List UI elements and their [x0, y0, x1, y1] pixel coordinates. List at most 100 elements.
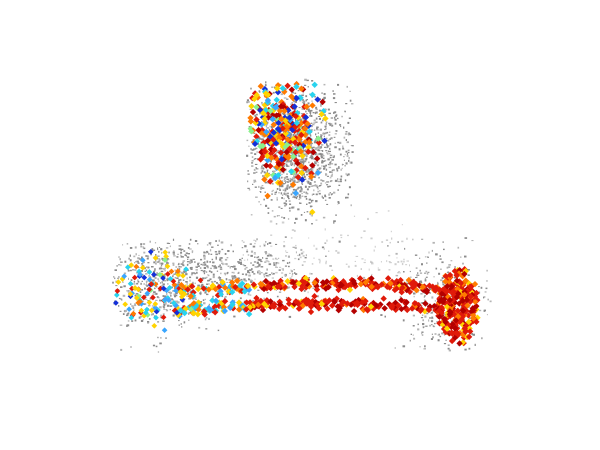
mesh-point	[308, 186, 311, 188]
mesh-point	[276, 262, 280, 265]
mesh-point	[187, 253, 190, 255]
mesh-point	[112, 281, 114, 284]
mesh-point	[162, 313, 165, 315]
mesh-point	[289, 134, 292, 136]
mesh-point	[401, 262, 404, 266]
mesh-point	[244, 280, 247, 283]
mesh-point	[119, 298, 122, 300]
mesh-point	[406, 237, 408, 240]
mesh-point	[214, 265, 216, 267]
mesh-point	[284, 273, 287, 276]
marker	[462, 277, 469, 284]
mesh-point	[305, 160, 307, 163]
mesh-point	[266, 169, 269, 171]
mesh-point	[266, 127, 269, 129]
mesh-point	[310, 199, 314, 202]
mesh-point	[194, 282, 196, 284]
mesh-point	[159, 282, 161, 284]
mesh-point	[325, 142, 327, 144]
marker	[264, 192, 271, 200]
mesh-point	[467, 269, 470, 271]
mesh-point	[346, 196, 349, 199]
mesh-point	[252, 183, 254, 185]
marker	[357, 275, 364, 282]
marker	[442, 278, 449, 285]
mesh-point	[248, 269, 252, 271]
mesh-point	[420, 317, 424, 319]
mesh-point	[289, 163, 292, 166]
mesh-point	[483, 310, 485, 312]
mesh-point	[275, 190, 278, 192]
mesh-point	[423, 296, 425, 298]
mesh-point	[144, 270, 146, 272]
mesh-point	[163, 305, 165, 308]
mesh-point	[265, 81, 267, 84]
mesh-point	[265, 272, 268, 274]
mesh-point	[129, 247, 133, 249]
mesh-point	[212, 265, 215, 267]
mesh-point	[290, 237, 293, 239]
marker	[368, 278, 375, 286]
marker	[152, 255, 159, 261]
mesh-point	[157, 351, 160, 353]
marker	[318, 300, 325, 308]
mesh-point	[134, 319, 137, 322]
mesh-point	[139, 289, 142, 291]
mesh-point	[316, 127, 318, 130]
mesh-point	[348, 157, 350, 160]
mesh-point	[278, 206, 281, 208]
mesh-point	[184, 271, 187, 273]
mesh-point	[258, 271, 261, 274]
marker	[122, 301, 129, 308]
mesh-point	[134, 294, 137, 297]
mesh-point	[330, 180, 332, 183]
mesh-point	[332, 97, 336, 100]
mesh-point	[298, 198, 301, 200]
marker	[178, 281, 185, 288]
mesh-point	[460, 256, 462, 258]
mesh-point	[266, 123, 268, 126]
mesh-point	[163, 295, 167, 297]
mesh-point	[286, 184, 289, 187]
mesh-point	[291, 270, 293, 273]
mesh-point	[263, 276, 266, 278]
mesh-point	[279, 266, 282, 268]
mesh-point	[142, 243, 146, 245]
mesh-point	[305, 154, 308, 157]
mesh-point	[145, 280, 148, 283]
mesh-point	[335, 130, 338, 132]
mesh-point	[301, 101, 303, 104]
mesh-point	[290, 178, 293, 181]
mesh-point	[443, 248, 445, 251]
mesh-point	[312, 112, 315, 114]
mesh-point	[315, 174, 317, 177]
mesh-point	[324, 159, 327, 162]
mesh-point	[293, 181, 296, 183]
mesh-point	[115, 285, 118, 287]
mesh-point	[363, 276, 366, 279]
mesh-point	[204, 261, 206, 264]
mesh-point	[257, 137, 261, 140]
mesh-point	[402, 345, 406, 348]
marker	[435, 307, 443, 314]
mesh-point	[458, 326, 460, 328]
mesh-point	[289, 135, 292, 138]
mesh-point	[278, 192, 280, 194]
mesh-point	[200, 269, 203, 272]
mesh-point	[166, 309, 169, 312]
marker	[142, 309, 149, 316]
mesh-point	[437, 339, 440, 342]
mesh-point	[242, 254, 244, 256]
marker	[146, 299, 153, 306]
marker	[297, 94, 304, 102]
mesh-point	[134, 269, 137, 271]
mesh-point	[140, 319, 144, 322]
mesh-point	[284, 189, 287, 192]
mesh-point	[448, 349, 451, 352]
mesh-point	[197, 262, 200, 264]
marker	[452, 324, 459, 332]
mesh-point	[151, 313, 153, 316]
mesh-point	[122, 313, 125, 315]
mesh-point	[143, 283, 145, 285]
mesh-point	[285, 88, 287, 90]
